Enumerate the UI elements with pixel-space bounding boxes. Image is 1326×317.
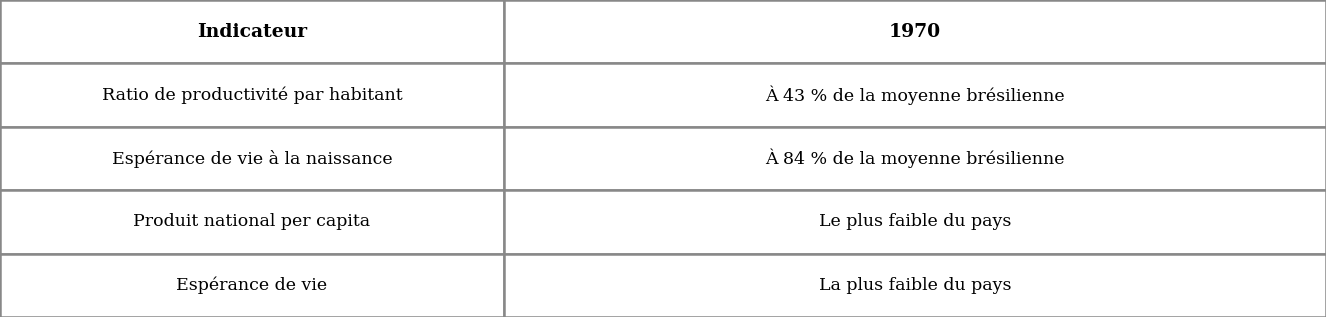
Bar	[504, 0, 1326, 63]
Bar	[0, 127, 504, 190]
Text: À 84 % de la moyenne brésilienne: À 84 % de la moyenne brésilienne	[765, 149, 1065, 168]
Bar	[504, 190, 1326, 254]
Text: La plus faible du pays: La plus faible du pays	[818, 277, 1012, 294]
Bar	[504, 254, 1326, 317]
Text: Produit national per capita: Produit national per capita	[134, 213, 370, 230]
Bar	[504, 63, 1326, 127]
Bar	[0, 63, 504, 127]
Text: 1970: 1970	[888, 23, 941, 41]
Text: Le plus faible du pays: Le plus faible du pays	[818, 213, 1012, 230]
Bar	[0, 254, 504, 317]
Bar	[0, 0, 504, 63]
Text: Espérance de vie à la naissance: Espérance de vie à la naissance	[111, 150, 392, 167]
Bar	[0, 190, 504, 254]
Text: Espérance de vie: Espérance de vie	[176, 276, 328, 294]
Text: À 43 % de la moyenne brésilienne: À 43 % de la moyenne brésilienne	[765, 85, 1065, 105]
Text: Ratio de productivité par habitant: Ratio de productivité par habitant	[102, 86, 402, 104]
Text: Indicateur: Indicateur	[196, 23, 308, 41]
Bar	[504, 127, 1326, 190]
